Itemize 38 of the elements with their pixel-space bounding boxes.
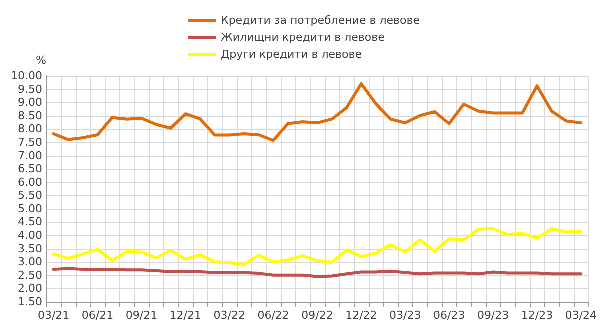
y-tick-label: 5.50	[18, 189, 42, 202]
y-tick-label: 8.00	[18, 122, 42, 136]
x-tick-label: 12/21	[170, 309, 202, 322]
line-series	[52, 227, 583, 266]
y-tick-label: 7.00	[18, 149, 42, 162]
y-tick-label: 4.50	[18, 216, 42, 229]
y-tick-label: 9.00	[18, 96, 42, 110]
x-tick-label: 06/22	[258, 309, 290, 322]
x-tick-label: 12/23	[521, 309, 554, 322]
x-tick-label: 03/22	[214, 309, 246, 322]
legend-label: Други кредити в левове	[221, 48, 362, 61]
y-tick-label: 2.00	[18, 282, 42, 296]
x-tick-label: 09/21	[126, 309, 158, 322]
y-tick-label: 3.00	[18, 256, 42, 269]
y-tick-label: 5.00	[18, 202, 42, 216]
y-tick-label: 4.00	[18, 229, 42, 242]
y-axis-title: %	[36, 54, 46, 67]
x-tick-label: 03/23	[390, 309, 422, 322]
y-tick-label: 6.00	[18, 176, 42, 189]
x-tick-label: 12/22	[346, 309, 378, 322]
y-tick-label: 8.50	[18, 109, 42, 122]
x-tick-label: 03/24	[565, 309, 598, 322]
y-tick-label: 9.50	[18, 82, 42, 96]
y-tick-label: 1.50	[18, 296, 42, 308]
line-series	[52, 267, 583, 278]
x-tick-label: 03/21	[38, 309, 70, 322]
y-tick-label: 6.50	[18, 162, 42, 176]
legend-label: Жилищни кредити в левове	[221, 31, 386, 44]
y-tick-label: 3.50	[18, 242, 42, 256]
y-tick-label: 10.00	[10, 70, 42, 82]
x-tick-label: 09/22	[302, 309, 334, 322]
line-series	[52, 82, 583, 142]
x-tick-label: 09/23	[477, 309, 510, 322]
x-tick-label: 06/23	[433, 309, 466, 322]
x-tick-label: 06/21	[82, 309, 114, 322]
legend-label: Кредити за потребление в левове	[221, 14, 420, 27]
y-tick-label: 2.50	[18, 268, 42, 282]
y-tick-label: 7.50	[18, 136, 42, 149]
